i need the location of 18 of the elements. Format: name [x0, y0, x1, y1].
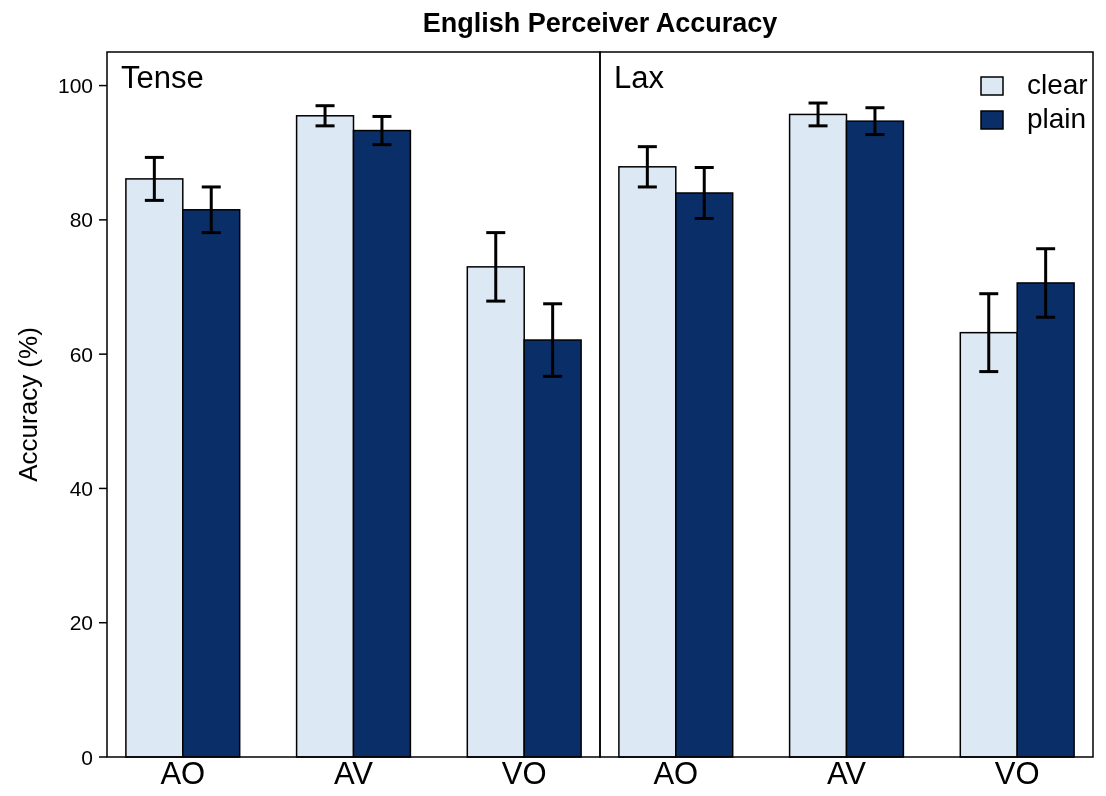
x-tick-label: VO: [501, 756, 547, 791]
y-tick-label: 0: [81, 745, 93, 769]
y-tick-label: 40: [69, 476, 93, 500]
legend-label: clear: [1027, 69, 1088, 100]
y-tick-label: 20: [69, 611, 93, 635]
x-tick-label: AO: [160, 756, 206, 791]
legend-label: plain: [1027, 103, 1087, 134]
y-tick-label: 60: [69, 342, 93, 366]
x-tick-label: VO: [994, 756, 1040, 791]
y-tick-label: 100: [57, 74, 93, 98]
y-axis-title: Accuracy (%): [13, 327, 43, 482]
chart-subtitle: Lax: [614, 60, 665, 95]
x-tick-label: AO: [653, 756, 699, 791]
chart-subtitle: Tense: [121, 60, 204, 95]
chart-title: English Perceiver Accuracy: [422, 8, 778, 38]
x-tick-label: AV: [333, 756, 374, 791]
y-tick-label: 80: [69, 208, 93, 232]
x-tick-label: AV: [826, 756, 867, 791]
